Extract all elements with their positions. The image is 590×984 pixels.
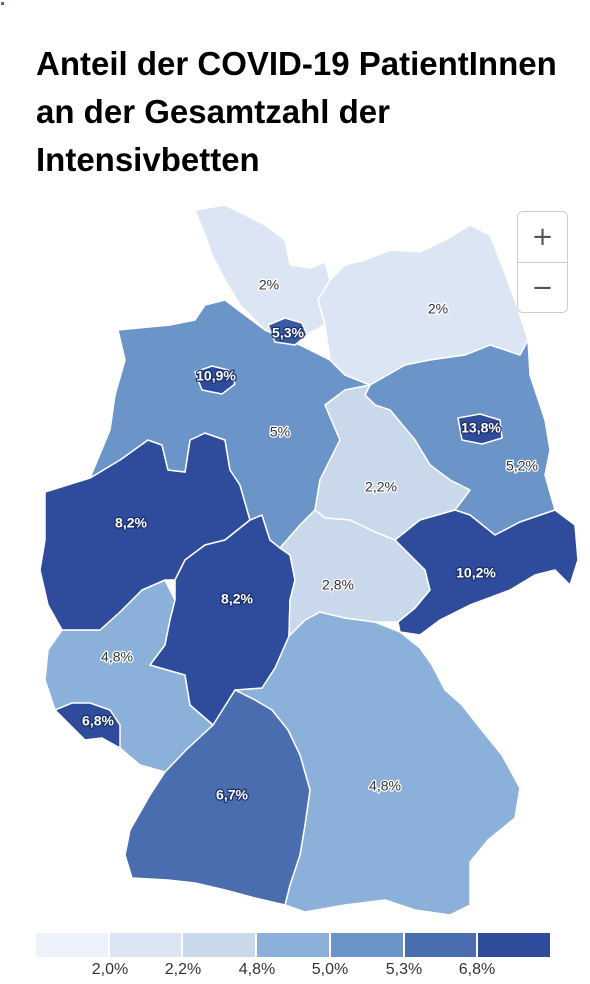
legend-step [36,933,110,957]
legend-label: 6,8% [458,961,496,978]
region-berlin[interactable] [457,413,503,445]
region-label-nordrhein-westfalen: 8,2% [115,515,147,531]
legend-label: 4,8% [238,961,276,978]
legend-label: 5,3% [385,961,423,978]
region-saarland[interactable] [54,702,121,749]
zoom-out-button[interactable]: − [518,262,567,312]
region-hamburg[interactable] [267,317,308,346]
region-label-sachsen-anhalt: 2,2% [365,479,397,495]
region-label-rheinland-pfalz: 4,8% [101,649,133,665]
legend-step [257,933,331,957]
legend-step [404,933,479,957]
region-bremen[interactable] [194,365,236,395]
legend-step [183,933,258,957]
region-label-saarland: 6,8% [82,713,114,729]
page-title: Anteil der COVID-19 PatientInnen an der … [36,45,557,178]
zoom-in-button[interactable]: + [518,212,567,262]
legend-label: 2,0% [91,961,129,978]
region-label-sachsen: 10,2% [456,565,496,581]
region-baden-wuerttemberg[interactable] [124,689,311,906]
legend-label: 2,2% [164,961,202,978]
region-label-hessen: 8,2% [221,591,253,607]
zoom-control: + − [517,211,568,313]
region-label-hamburg: 5,3% [272,325,304,341]
legend-step [330,933,405,957]
legend-label: 5,0% [311,961,349,978]
region-label-mecklenburg-vorpommern: 2% [428,301,448,317]
legend-step [478,933,551,957]
region-label-thueringen: 2,8% [322,577,354,593]
region-label-baden-wuerttemberg: 6,7% [216,787,248,803]
legend-labels: 2,0% 2,2% 4,8% 5,0% 5,3% 6,8% [0,961,590,981]
legend-scale [36,933,551,957]
corner-dot [1,2,4,5]
region-label-bayern: 4,8% [369,778,401,794]
region-label-berlin: 13,8% [461,420,501,436]
region-label-niedersachsen: 5% [270,424,290,440]
region-label-schleswig-holstein: 2% [259,277,279,293]
region-label-bremen: 10,9% [196,368,236,384]
legend-step [109,933,184,957]
region-label-brandenburg: 5,2% [506,458,538,474]
region-sachsen[interactable] [394,509,579,636]
